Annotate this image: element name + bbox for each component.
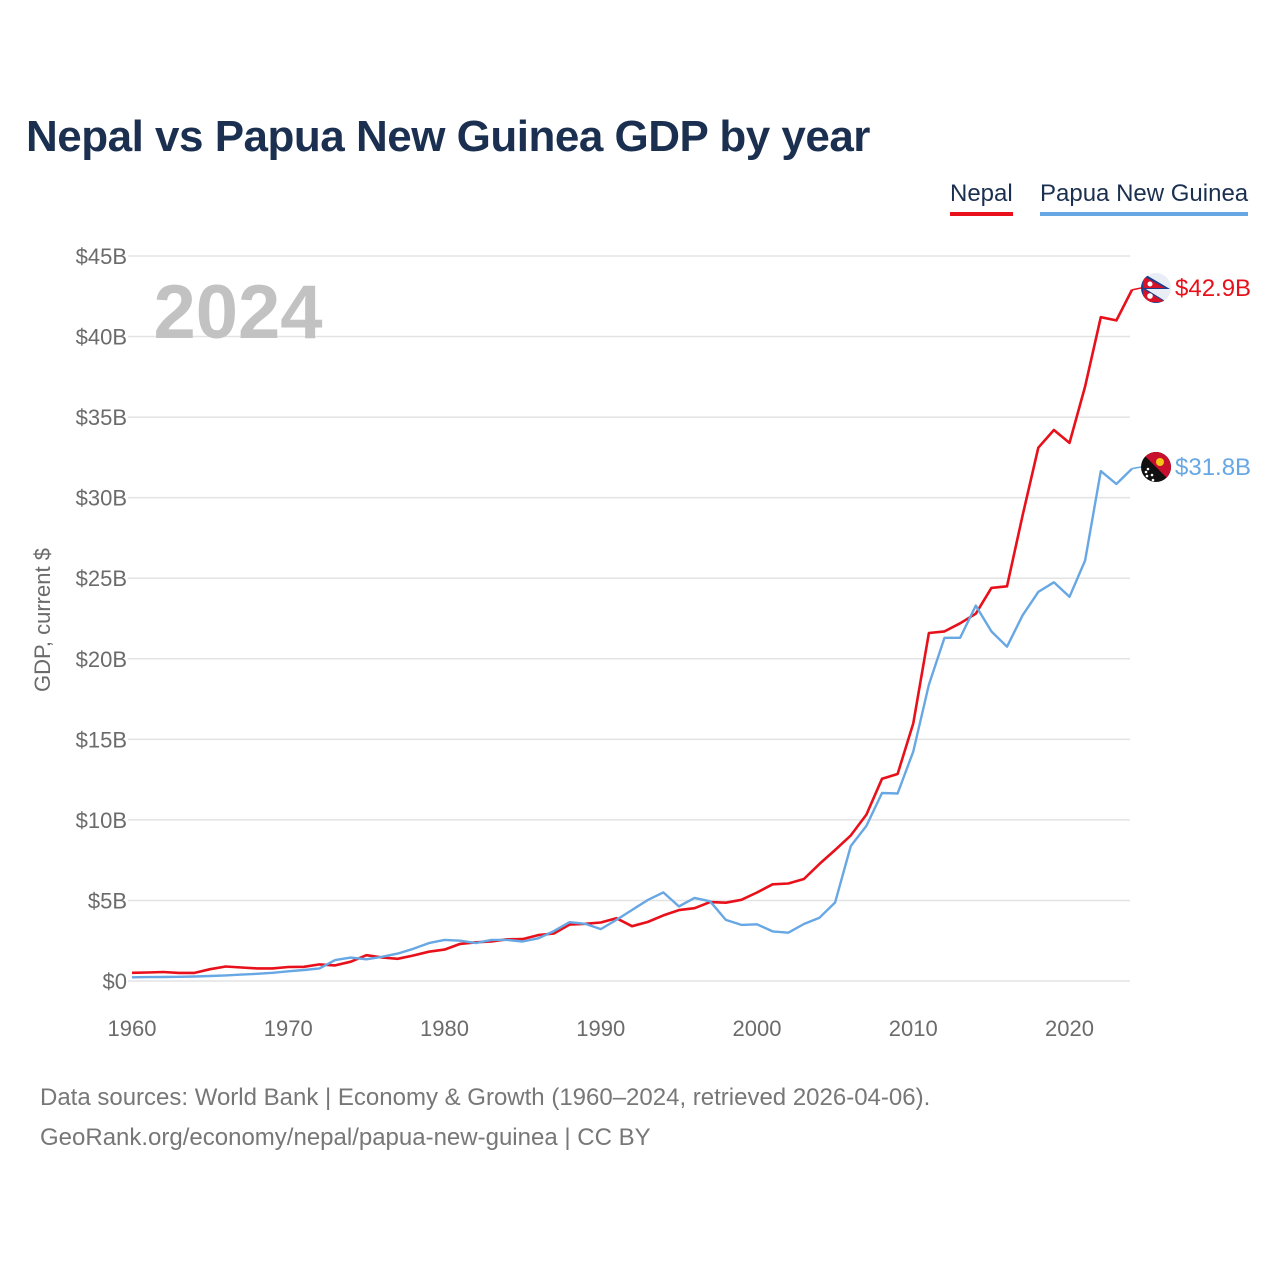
x-tick-label: 1990 [576,1016,625,1041]
x-tick-label: 1970 [264,1016,313,1041]
end-connector [1131,287,1142,291]
y-tick-label: $40B [76,325,127,350]
year-watermark: 2024 [153,270,322,355]
y-tick-label: $0 [103,969,127,994]
footer-site-link[interactable]: GeoRank.org/economy/nepal/papua-new-guin… [40,1124,651,1151]
y-tick-label: $35B [76,405,127,430]
grid [128,255,1130,982]
y-tick-label: $10B [76,808,127,833]
end-labels: $42.9B $31.8B [1131,273,1251,482]
series [131,289,1134,979]
y-tick-label: $30B [76,486,127,511]
end-value-label-nepal: $42.9B [1175,275,1251,302]
x-tick-label: 2010 [889,1016,938,1041]
end-connector [1131,466,1142,470]
y-tick-label: $15B [76,727,127,752]
end-value-label-papua-new-guinea: $31.8B [1175,454,1251,481]
legend-item-papua-new-guinea[interactable]: Papua New Guinea [1040,180,1249,216]
chart-title: Nepal vs Papua New Guinea GDP by year [26,112,870,161]
y-axis-title: GDP, current $ [30,548,55,692]
x-tick-label: 2020 [1045,1016,1094,1041]
legend-item-nepal[interactable]: Nepal [950,180,1013,216]
x-tick-label: 2000 [733,1016,782,1041]
footer-source: Data sources: World Bank | Economy & Gro… [40,1084,931,1111]
series-line-nepal [131,289,1134,975]
x-tick-label: 1960 [108,1016,157,1041]
nepal-flag-icon [1141,273,1171,303]
y-tick-label: $25B [76,566,127,591]
y-tick-label: $5B [88,888,127,913]
y-tick-label: $45B [76,244,127,269]
x-axis-ticks: 1960 1970 1980 1990 2000 2010 2020 [108,1016,1094,1041]
y-axis-ticks: $0 $5B $10B $15B $20B $25B $30B $35B $40B $45B [76,244,127,994]
y-tick-label: $20B [76,647,127,672]
x-tick-label: 1980 [420,1016,469,1041]
papua-new-guinea-flag-icon [1141,452,1171,482]
series-line-papua-new-guinea [131,467,1133,979]
